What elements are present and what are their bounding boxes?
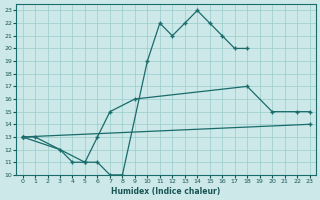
- X-axis label: Humidex (Indice chaleur): Humidex (Indice chaleur): [111, 187, 221, 196]
